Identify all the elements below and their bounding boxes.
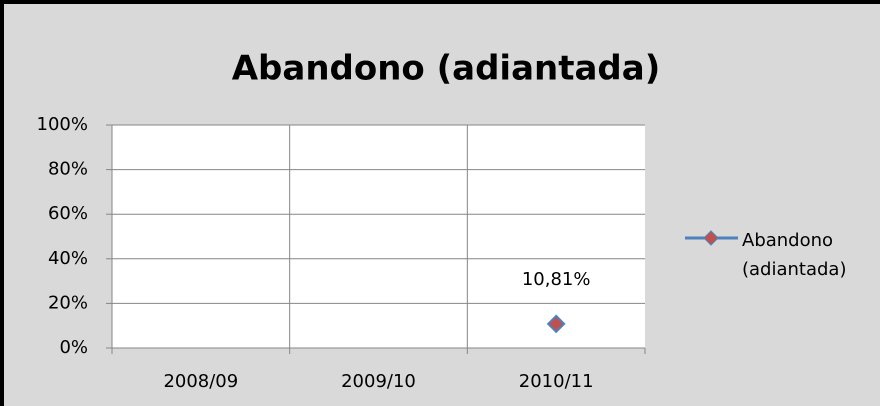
x-tick-label: 2008/09 (163, 371, 238, 392)
x-tick-label: 2009/10 (341, 371, 416, 392)
legend-label: Abandono (adiantada) (742, 230, 847, 280)
y-tick-label: 20% (48, 292, 88, 313)
y-tick-label: 100% (37, 114, 88, 135)
chart-title: Abandono (adiantada) (232, 49, 661, 89)
y-tick-label: 80% (48, 159, 88, 180)
y-tick-label: 0% (59, 337, 88, 358)
y-tick-label: 40% (48, 248, 88, 269)
legend-marker (703, 230, 719, 246)
x-tick-label: 2010/11 (519, 371, 594, 392)
plot-area (112, 125, 645, 348)
data-marker (546, 314, 566, 334)
data-label: 10,81% (522, 269, 591, 290)
y-tick-label: 60% (48, 203, 88, 224)
